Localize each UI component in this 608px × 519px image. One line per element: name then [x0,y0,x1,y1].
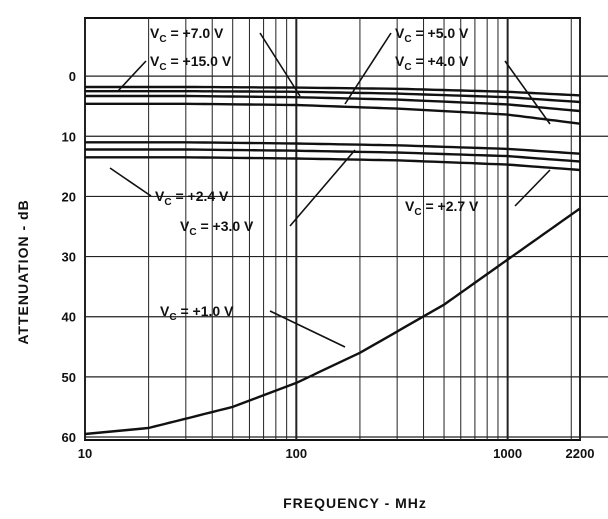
annotation-label: VC = +15.0 V [150,53,232,73]
y-tick-label: 60 [62,430,76,445]
series-annotation: VC = +7.0 V [150,25,301,97]
annotation-leader [344,32,392,105]
series-annotation: VC = +2.7 V [405,169,551,218]
annotation-layer: VC = +7.0 V VC = +5.0 V VC = +15.0 V VC = +… [109,25,551,348]
x-tick-label: 1000 [493,446,522,461]
series-line-3 [85,94,581,113]
series-annotation: VC = +2.4 V [109,167,229,208]
series-line-1 [85,85,581,97]
y-tick-label: 30 [62,250,76,265]
series-line-5 [85,141,581,155]
series-line-2 [85,90,581,104]
annotation-label: VC = +4.0 V [395,53,469,73]
y-axis-title: ATTENUATION - dB [15,199,31,344]
annotation-leader [289,149,356,227]
annotation-label: VC = +1.0 V [160,303,234,323]
annotation-label: VC = +2.4 V [155,188,229,208]
x-tick-label: 10 [78,446,92,461]
tick-layer: 10 100 1000 2200 0 10 20 30 40 50 60 [62,69,595,461]
y-tick-label: 10 [62,129,76,144]
annotation-label: VC = +3.0 V [180,218,254,238]
series-annotation: VC = +3.0 V [180,149,356,238]
y-tick-label: 0 [69,69,76,84]
annotation-leader [259,32,301,97]
series-annotation: VC = +4.0 V [395,53,551,125]
x-tick-label: 100 [285,446,307,461]
annotation-label: VC = +2.7 V [405,198,479,218]
annotation-leader [269,310,346,348]
series-annotation: VC = +1.0 V [160,303,346,348]
x-axis-title: FREQUENCY - MHz [283,495,427,511]
y-tick-label: 50 [62,370,76,385]
annotation-leader [117,60,147,92]
grid-layer [84,17,608,441]
annotation-leader [504,60,551,125]
series-line-8 [85,207,581,436]
series-annotation: VC = +5.0 V [344,25,469,105]
annotation-leader [514,169,551,207]
y-tick-label: 20 [62,189,76,204]
annotation-leader [109,167,152,197]
series-layer [85,85,581,436]
y-tick-label: 40 [62,310,76,325]
annotation-label: VC = +7.0 V [150,25,224,45]
series-line-4 [85,102,581,125]
series-line-7 [85,156,581,172]
series-line-6 [85,148,581,163]
x-tick-label: 2200 [566,446,595,461]
annotation-label: VC = +5.0 V [395,25,469,45]
series-annotation: VC = +15.0 V [117,53,232,92]
